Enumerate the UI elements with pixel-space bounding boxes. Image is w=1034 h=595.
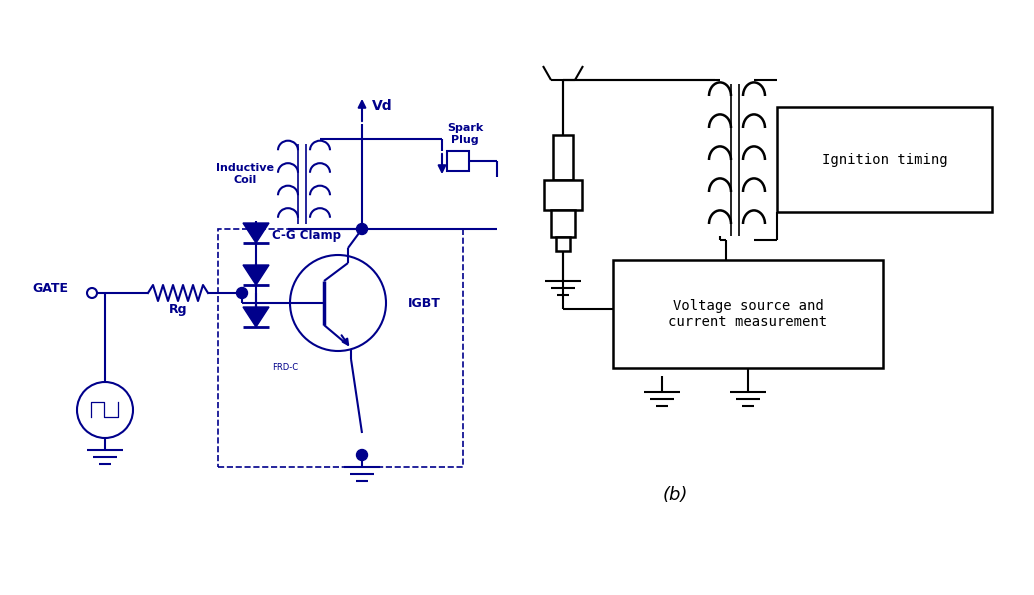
Polygon shape bbox=[243, 265, 269, 285]
Text: C-G Clamp: C-G Clamp bbox=[272, 228, 341, 242]
Bar bbox=[551, 210, 575, 237]
Bar bbox=[777, 107, 992, 212]
Text: Voltage source and
current measurement: Voltage source and current measurement bbox=[668, 299, 827, 329]
Circle shape bbox=[357, 224, 367, 234]
Text: GATE: GATE bbox=[32, 281, 68, 295]
Text: FRD-C: FRD-C bbox=[272, 362, 298, 371]
Bar bbox=[544, 180, 582, 210]
Bar bbox=[613, 260, 883, 368]
Bar bbox=[447, 151, 469, 171]
Polygon shape bbox=[243, 307, 269, 327]
Circle shape bbox=[357, 449, 367, 461]
Text: Rg: Rg bbox=[169, 303, 187, 316]
Text: Vd: Vd bbox=[372, 99, 393, 113]
Text: Ignition timing: Ignition timing bbox=[822, 152, 947, 167]
Bar bbox=[556, 237, 570, 251]
Circle shape bbox=[237, 287, 247, 299]
Text: IGBT: IGBT bbox=[408, 296, 440, 309]
Polygon shape bbox=[243, 223, 269, 243]
Text: Inductive
Coil: Inductive Coil bbox=[216, 163, 274, 185]
Text: (b): (b) bbox=[663, 486, 688, 504]
Text: Spark
Plug: Spark Plug bbox=[447, 123, 483, 145]
Bar bbox=[553, 135, 573, 180]
